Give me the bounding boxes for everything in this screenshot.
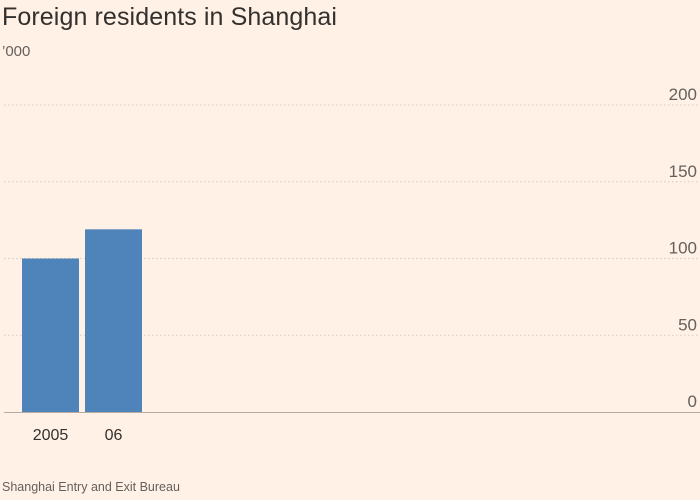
bar-06	[85, 229, 142, 412]
y-tick-label: 50	[678, 315, 697, 334]
source-note: Shanghai Entry and Exit Bureau	[2, 480, 180, 494]
bars	[22, 229, 142, 412]
chart-title: Foreign residents in Shanghai	[2, 3, 338, 31]
y-tick-labels: 0 50 100 150 200	[669, 85, 697, 411]
unit-label: ’000	[2, 43, 31, 60]
x-tick-labels: 2005 06	[33, 427, 123, 444]
y-tick-label: 0	[688, 392, 697, 411]
y-tick-label: 100	[669, 239, 697, 258]
bar-2005	[22, 258, 79, 412]
y-tick-label: 150	[669, 162, 697, 181]
x-tick-label: 06	[105, 427, 123, 444]
x-tick-label: 2005	[33, 427, 69, 444]
y-tick-label: 200	[669, 85, 697, 104]
